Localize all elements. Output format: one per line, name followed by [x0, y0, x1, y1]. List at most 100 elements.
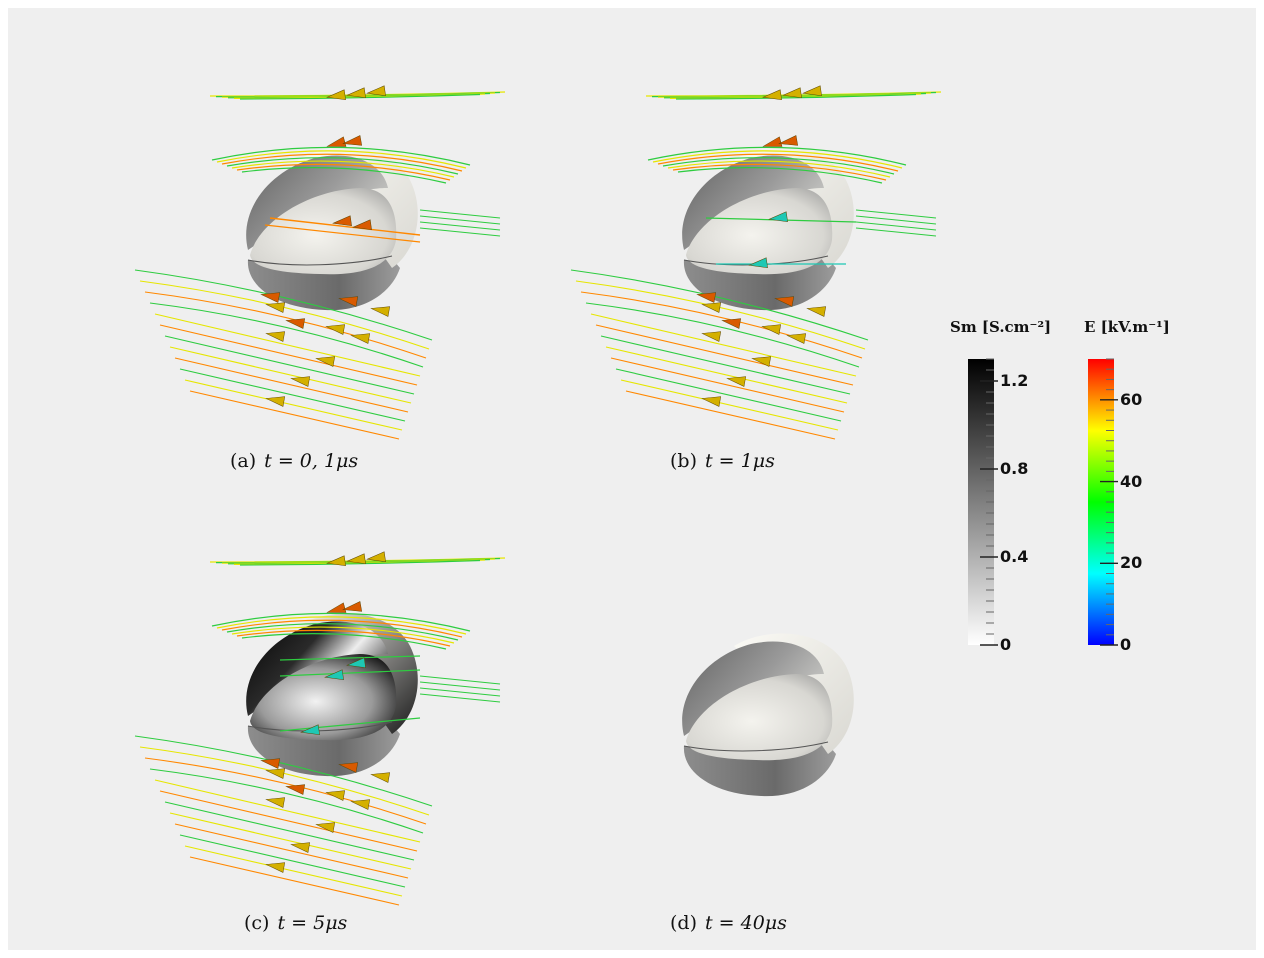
streamline [239, 93, 481, 100]
field-arrow [346, 87, 366, 98]
field-arrow [326, 602, 347, 613]
sm-tick-label: 1.2 [1000, 371, 1029, 390]
cell-shape [246, 147, 418, 311]
streamline [264, 224, 421, 243]
streamline [144, 757, 427, 825]
streamline [570, 269, 869, 341]
streamline [164, 801, 415, 861]
field-arrow [300, 724, 320, 735]
field-arrow [366, 85, 386, 96]
field-arrow [338, 296, 359, 307]
field-arrow [701, 396, 722, 407]
e-legend-title: E [kV.m⁻¹] [1084, 318, 1170, 336]
e-tick-label: 60 [1120, 389, 1143, 409]
streamline [855, 227, 937, 237]
field-arrow [366, 551, 386, 562]
panel-a-plot [134, 85, 506, 440]
field-arrow [332, 215, 352, 226]
streamline [675, 93, 917, 100]
panel-c-label: (c) [244, 912, 270, 934]
streamline [226, 623, 459, 641]
streamline [241, 633, 447, 650]
e-tick-label: 20 [1120, 553, 1143, 573]
streamline [610, 357, 845, 413]
streamline [585, 302, 860, 368]
streamline [139, 280, 430, 350]
sm-tick-label: 0.8 [1000, 459, 1029, 478]
streamline [647, 146, 907, 166]
streamline [419, 227, 501, 237]
field-arrow [290, 376, 311, 387]
streamline [139, 746, 430, 816]
field-arrow [701, 302, 722, 313]
streamline [672, 163, 887, 181]
streamline [164, 335, 415, 395]
panel-b-time: t = 1μs [705, 450, 775, 472]
streamline [221, 619, 463, 638]
field-arrow [326, 89, 346, 100]
field-arrow [802, 85, 822, 96]
e-tick-label: 40 [1120, 471, 1143, 491]
streamline [169, 812, 412, 870]
field-arrow [342, 601, 363, 612]
panel-b-caption: (b) t = 1μs [670, 450, 775, 472]
streamline [600, 335, 851, 395]
streamline [855, 221, 937, 231]
sm-tick-label: 0 [1000, 635, 1012, 654]
e-tick-label: 0 [1120, 635, 1132, 654]
streamline [419, 693, 501, 703]
streamline [231, 160, 455, 178]
streamline [657, 153, 899, 172]
field-arrow [721, 318, 742, 329]
field-arrow [324, 669, 344, 680]
streamline [226, 157, 459, 175]
streamline [159, 324, 418, 386]
streamline [419, 675, 501, 685]
streamlines [134, 551, 506, 906]
field-arrow [778, 135, 799, 146]
streamline [149, 302, 424, 368]
field-arrow [762, 89, 782, 100]
sm-ticks [980, 358, 998, 646]
panel-c-caption: (c) t = 5μs [244, 912, 347, 934]
field-arrow [342, 135, 363, 146]
panel-d-caption: (d) t = 40μs [670, 912, 787, 934]
e-colorbar [1088, 358, 1118, 646]
streamlines [570, 85, 942, 440]
streamline [179, 368, 406, 422]
streamline [216, 616, 467, 635]
streamline [590, 313, 857, 377]
streamline [239, 559, 481, 566]
streamline [667, 160, 891, 178]
streamline [169, 346, 412, 404]
streamline [236, 629, 451, 647]
streamline [615, 368, 842, 422]
field-arrow [370, 772, 391, 783]
streamline [184, 379, 403, 431]
streamline [144, 291, 427, 359]
cell-shape [682, 633, 854, 797]
field-arrow [326, 136, 347, 147]
streamline [575, 280, 866, 350]
sm-legend-title: Sm [S.cm⁻²] [950, 318, 1052, 336]
streamline [154, 313, 421, 377]
e-ticks [1100, 358, 1118, 646]
panel-c-plot [134, 551, 506, 906]
streamline [154, 779, 421, 843]
field-arrow [346, 657, 366, 668]
cell-cut-face [686, 674, 833, 761]
field-arrow [782, 87, 802, 98]
streamline [677, 167, 883, 184]
field-arrow [701, 331, 722, 342]
streamline [211, 612, 471, 632]
field-arrow [315, 822, 336, 833]
field-arrow [761, 324, 782, 335]
field-arrow [265, 331, 286, 342]
field-arrow [751, 356, 772, 367]
field-arrow [260, 292, 281, 303]
streamline [652, 150, 903, 169]
field-arrow [696, 292, 717, 303]
field-arrow [338, 762, 359, 773]
streamline [580, 291, 863, 359]
streamline [174, 357, 409, 413]
